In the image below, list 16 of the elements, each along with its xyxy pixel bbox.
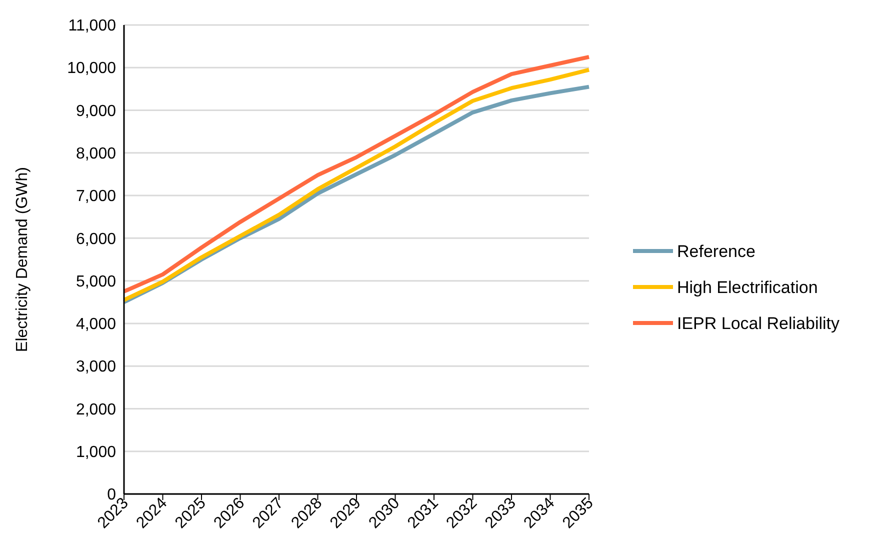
y-tick-label: 10,000 <box>67 60 116 78</box>
y-tick-label: 4,000 <box>76 316 116 334</box>
y-tick-label: 5,000 <box>76 273 116 290</box>
y-tick-label: 9,000 <box>76 102 116 120</box>
y-tick-label: 6,000 <box>76 230 116 248</box>
y-tick-label: 1,000 <box>76 444 116 461</box>
y-tick-label: 8,000 <box>76 146 116 163</box>
y-tick-label: 2,000 <box>76 401 116 418</box>
legend-label: IEPR Local Reliability <box>677 314 840 333</box>
y-tick-label: 11,000 <box>68 18 116 35</box>
y-tick-label: 0 <box>107 486 116 504</box>
legend-label: High Electrification <box>677 278 818 297</box>
y-tick-label: 3,000 <box>76 358 116 376</box>
y-axis-title: Electricity Demand (GWh) <box>14 167 31 352</box>
y-tick-label: 7,000 <box>76 188 116 206</box>
legend-label: Reference <box>677 242 756 261</box>
